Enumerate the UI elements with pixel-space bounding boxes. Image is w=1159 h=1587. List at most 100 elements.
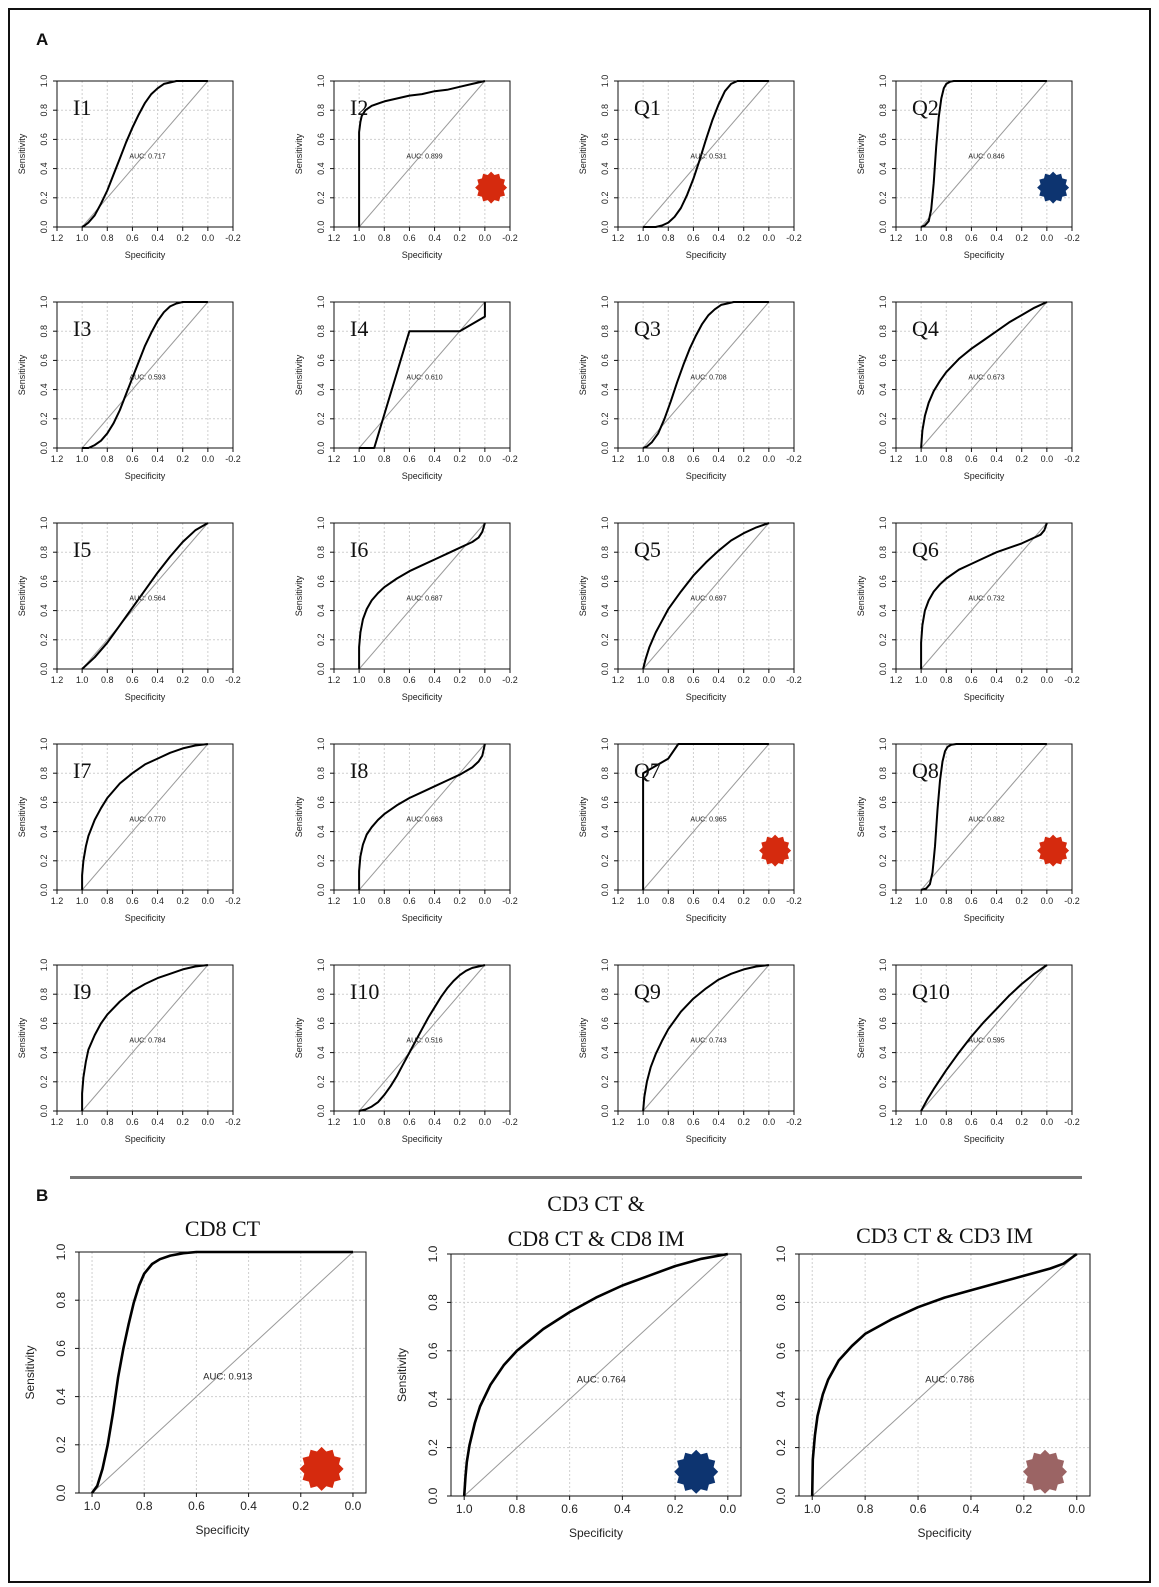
x-tick-label: 0.2 [737,1117,750,1127]
x-tick-label: 0.4 [151,896,164,906]
y-tick-label: 0.8 [600,767,610,780]
x-tick-label: 1.0 [915,233,928,243]
x-tick-label: 0.8 [101,454,114,464]
roc-chart-i6: 1.2 1.0 0.8 0.6 0.4 0.2 0.0 -0.2 0.0 0.2 0.4 0.6 0.8… [294,517,518,702]
panel-id-label: Q5 [634,537,661,562]
x-tick-label: 0.8 [136,1499,153,1513]
x-axis-label: Specificity [964,692,1005,702]
x-tick-label: 0.6 [965,454,978,464]
x-tick-label: 0.6 [126,675,139,685]
x-tick-label: 0.6 [126,454,139,464]
y-tick-label: 0.0 [316,663,326,676]
y-tick-label: 0.2 [600,634,610,647]
x-tick-label: 0.2 [737,233,750,243]
y-tick-label: 0.4 [54,1388,68,1405]
y-tick-label: 0.8 [316,104,326,117]
auc-label: AUC: 0.732 [968,595,1004,602]
plot-frame [450,1253,742,1497]
x-tick-label: 1.0 [637,1117,650,1127]
y-tick-label: 0.0 [600,1105,610,1118]
panel-id-label: I3 [73,316,91,341]
auc-label: AUC: 0.531 [690,153,726,160]
roc-chart-cd3-ct-cd8-ct-cd8-im: 1.0 0.8 0.6 0.4 0.2 0.0 0.0 0.2 0.4 0.6 0.8 1.0 Spec… [395,1191,742,1540]
x-tick-label: 0.2 [1016,1502,1033,1516]
auc-label: AUC: 0.595 [968,1037,1004,1044]
plot-frame [895,964,1073,1112]
y-tick-label: 0.8 [39,546,49,559]
x-tick-label: 0.8 [940,896,953,906]
plot-frame [333,743,511,891]
x-tick-label: 0.0 [1041,454,1054,464]
x-tick-label: 0.2 [292,1499,309,1513]
diagonal-reference-line [358,522,486,670]
y-tick-label: 0.6 [39,575,49,588]
roc-curve [462,1252,729,1497]
x-axis-label: Specificity [402,913,443,923]
y-tick-label: 0.2 [54,1436,68,1453]
diagonal-reference-line [920,743,1048,891]
auc-label: AUC: 0.764 [577,1374,626,1385]
plot-frame [333,522,511,670]
y-axis-label: Sensitivity [23,1345,37,1399]
x-tick-label: 0.8 [101,233,114,243]
roc-curve [358,522,486,669]
panel-id-label: I5 [73,537,91,562]
x-axis-label: Specificity [686,1134,727,1144]
y-tick-label: 0.8 [426,1294,440,1311]
panel-id-label: I8 [350,758,368,783]
y-tick-label: 0.0 [600,663,610,676]
y-tick-label: 0.0 [878,442,888,455]
x-tick-label: 0.4 [712,896,725,906]
auc-label: AUC: 0.516 [406,1037,442,1044]
auc-label: AUC: 0.708 [690,374,726,381]
roc-curve [81,743,209,890]
y-tick-label: 0.4 [316,162,326,175]
x-tick-label: 0.8 [662,675,675,685]
x-tick-label: 0.0 [479,896,492,906]
panel-id-label: I10 [350,979,379,1004]
x-tick-label: 0.2 [453,454,466,464]
y-tick-label: 1.0 [878,75,888,88]
figure-frame [8,8,1151,1583]
x-tick-label: 0.8 [940,675,953,685]
x-tick-label: 0.2 [1015,1117,1028,1127]
panel-id-label: Q1 [634,95,661,120]
x-tick-label: 0.2 [667,1502,684,1516]
x-tick-label: 0.6 [687,896,700,906]
y-tick-label: 0.0 [878,1105,888,1118]
x-axis-label: Specificity [125,692,166,702]
auc-label: AUC: 0.663 [406,816,442,823]
x-tick-label: 0.4 [712,454,725,464]
y-tick-label: 0.0 [600,884,610,897]
x-tick-label: 1.0 [456,1502,473,1516]
y-axis-label: Sensitivity [17,1017,27,1058]
x-tick-label: -0.2 [502,1117,518,1127]
x-tick-label: 0.0 [763,896,776,906]
y-tick-label: 0.0 [600,221,610,234]
y-tick-label: 1.0 [878,738,888,751]
panel-id-label: I6 [350,537,368,562]
y-tick-label: 0.6 [878,575,888,588]
y-tick-label: 0.4 [39,1046,49,1059]
y-tick-label: 0.4 [600,162,610,175]
x-tick-label: 0.4 [151,675,164,685]
x-axis-label: Specificity [402,1134,443,1144]
roc-curve [359,302,486,449]
x-tick-label: 0.4 [614,1502,631,1516]
x-tick-label: 1.2 [328,896,341,906]
x-tick-label: 0.0 [1041,233,1054,243]
plot-frame [56,743,234,891]
x-tick-label: -0.2 [225,1117,241,1127]
x-tick-label: 0.6 [561,1502,578,1516]
y-tick-label: 0.2 [316,413,326,426]
x-tick-label: 0.4 [990,233,1003,243]
x-tick-label: -0.2 [502,233,518,243]
y-tick-label: 0.6 [39,796,49,809]
roc-chart-i10: 1.2 1.0 0.8 0.6 0.4 0.2 0.0 -0.2 0.0 0.2 0.4 0.6 0.8… [294,959,518,1144]
x-tick-label: 1.2 [612,675,625,685]
plot-frame [56,301,234,449]
x-tick-label: 1.0 [915,896,928,906]
y-tick-label: 0.0 [316,221,326,234]
x-tick-label: -0.2 [786,1117,802,1127]
x-tick-label: -0.2 [502,675,518,685]
